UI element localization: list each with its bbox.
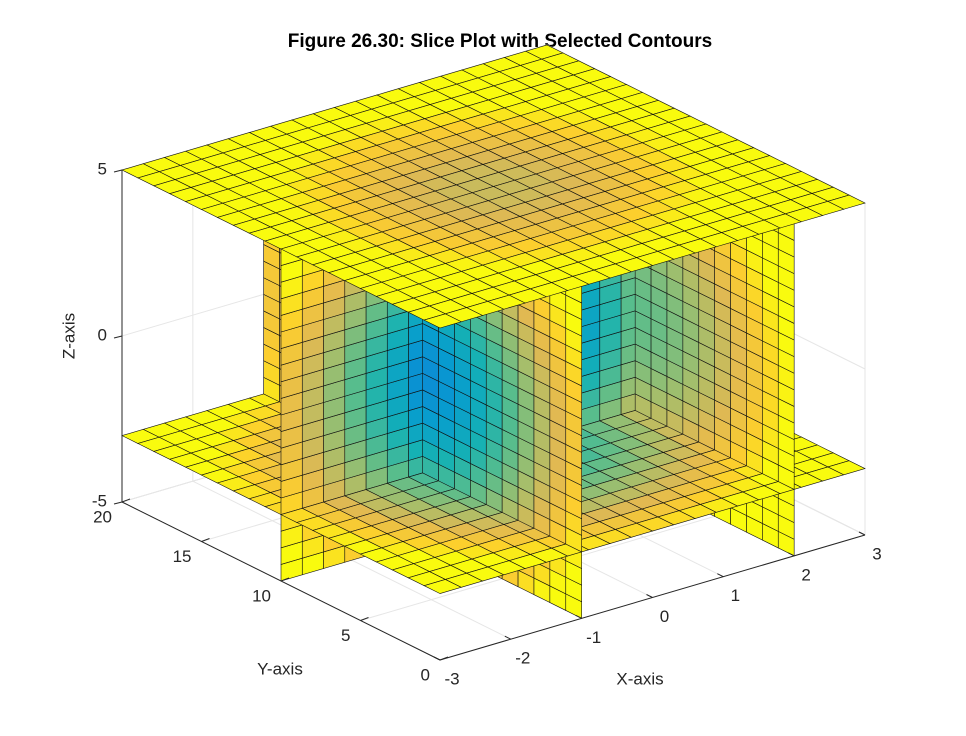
x-tick-label: -1 — [586, 628, 601, 647]
y-tick — [121, 498, 131, 503]
y-axis-label: Y-axis — [257, 659, 303, 678]
y-tick-label: 15 — [173, 547, 192, 566]
x-axis-label: X-axis — [616, 669, 663, 688]
y-tick-label: 5 — [341, 626, 350, 645]
x-tick — [433, 656, 441, 661]
slice-cell — [423, 579, 463, 594]
y-tick-label: 20 — [93, 507, 112, 526]
x-tick — [575, 614, 582, 619]
z-tick-label: 0 — [98, 325, 107, 344]
x-tick — [646, 594, 653, 598]
y-tick-label: 0 — [421, 665, 430, 684]
x-tick-label: 2 — [801, 565, 810, 584]
z-tick — [113, 335, 123, 339]
x-tick-label: -2 — [515, 649, 530, 668]
x-tick-label: 1 — [731, 586, 740, 605]
chart-title: Figure 26.30: Slice Plot with Selected C… — [288, 31, 712, 52]
x-tick — [717, 573, 724, 578]
y-tick — [280, 577, 290, 582]
x-tick-label: 3 — [872, 544, 881, 563]
z-tick-label: 5 — [98, 159, 107, 178]
x-tick — [504, 635, 512, 640]
y-tick-label: 10 — [252, 586, 271, 605]
x-tick — [858, 531, 866, 536]
y-tick — [439, 656, 449, 661]
x-tick-label: -3 — [444, 669, 459, 688]
slices — [121, 44, 866, 619]
x-tick — [787, 552, 795, 557]
z-axis-label: Z-axis — [59, 313, 78, 359]
y-tick — [201, 538, 210, 542]
z-tick-label: -5 — [92, 491, 107, 510]
slice-cell — [423, 313, 463, 329]
z-tick — [113, 501, 123, 505]
x-tick-label: 0 — [660, 607, 669, 626]
y-tick — [360, 617, 369, 621]
z-tick — [113, 169, 123, 173]
ticks: -3 -2 -1 0 1 2 3 0 5 10 15 20-5 0 5 — [92, 159, 882, 688]
